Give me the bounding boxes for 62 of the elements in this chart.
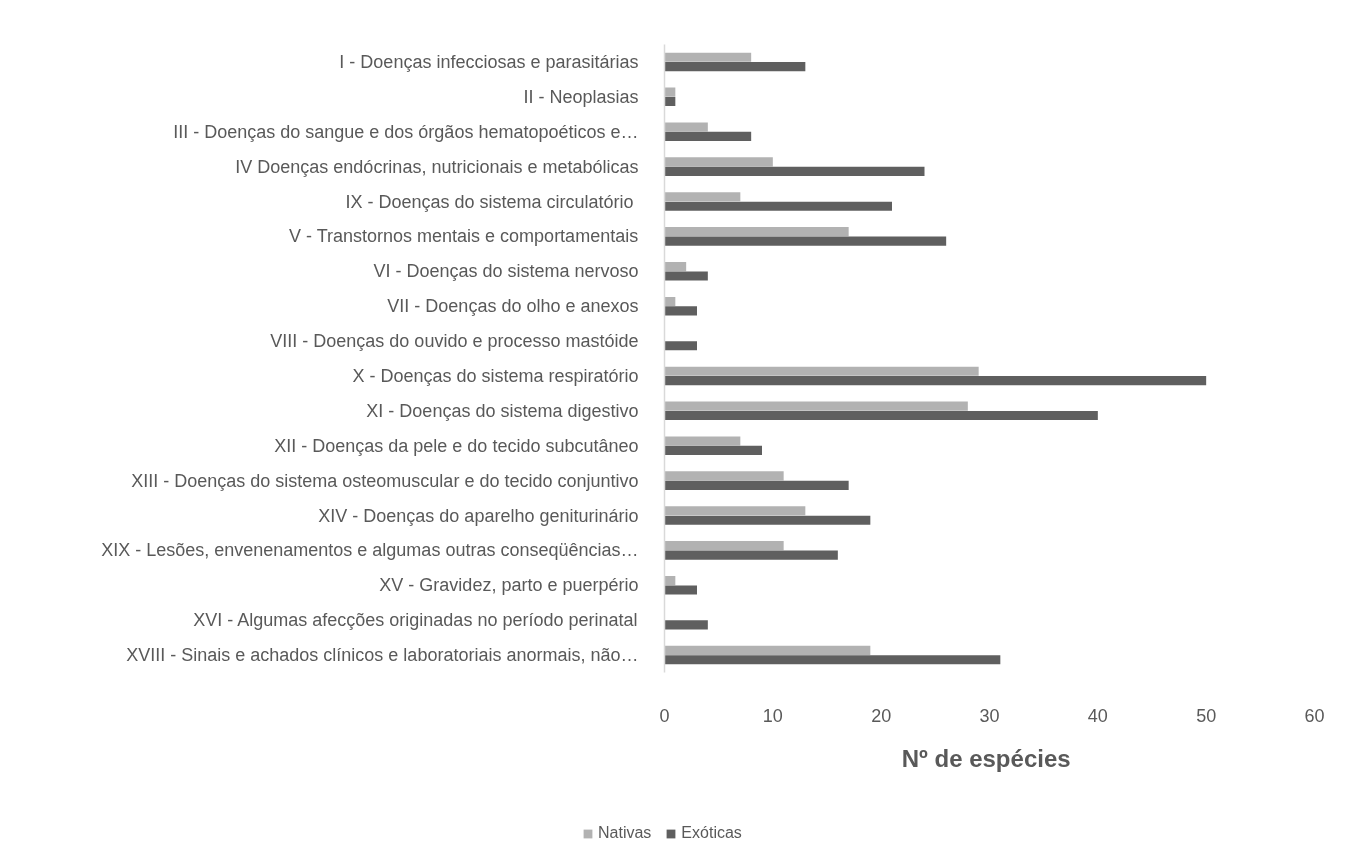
bar	[664, 236, 947, 246]
bar	[664, 366, 979, 376]
bar	[664, 585, 697, 595]
y-tick-label: II - Neoplasias	[523, 86, 639, 107]
x-axis-title: Nº de espécies	[901, 744, 1071, 772]
bar	[664, 480, 849, 490]
bar	[664, 166, 925, 176]
bar	[664, 576, 676, 586]
y-tick-label: XIX - Lesões, envenenamentos e algumas outras conseqüências…	[101, 540, 639, 561]
y-tick-label: IV Doenças endócrinas, nutricionais e metabólicas	[235, 156, 639, 177]
y-tick-label: XIII - Doenças do sistema osteomuscular e do tecido conjuntivo	[131, 470, 639, 491]
y-tick-label: V - Transtornos mentais e comportamentais	[289, 226, 639, 247]
bar	[664, 445, 762, 455]
bar	[664, 306, 697, 316]
bar	[664, 376, 1207, 386]
bar	[664, 436, 741, 446]
x-tick-label: 20	[871, 705, 892, 726]
bar	[664, 506, 806, 516]
y-tick-label: VI - Doenças do sistema nervoso	[373, 261, 639, 282]
bar	[664, 157, 773, 167]
bar	[664, 96, 676, 107]
bar	[664, 401, 968, 411]
bar	[664, 541, 784, 551]
y-tick-label: VIII - Doenças do ouvido e processo mastóide	[270, 331, 639, 352]
bar	[664, 296, 676, 307]
y-tick-label: XVIII - Sinais e achados clínicos e laboratoriais anormais, não…	[126, 645, 639, 666]
y-tick-label: XV - Gravidez, parto e puerpério	[379, 575, 639, 596]
bar	[664, 655, 1001, 665]
bar	[664, 52, 752, 62]
bar	[664, 471, 784, 481]
y-tick-label: III - Doenças do sangue e dos órgãos hematopoéticos e…	[173, 121, 639, 142]
bar	[664, 201, 892, 211]
bar	[664, 87, 676, 97]
legend-label: Exóticas	[681, 824, 742, 842]
x-tick-label: 40	[1087, 705, 1108, 726]
x-tick-label: 10	[762, 705, 783, 726]
x-tick-label: 60	[1304, 705, 1325, 726]
x-tick-label: 30	[979, 705, 1000, 726]
y-tick-label: IX - Doenças do sistema circulatório	[345, 191, 634, 212]
y-tick-label: XII - Doenças da pele e do tecido subcutâneo	[274, 435, 639, 456]
x-tick-label: 50	[1196, 705, 1217, 726]
y-tick-label: XI - Doenças do sistema digestivo	[366, 400, 639, 421]
bar	[664, 227, 849, 237]
y-tick-label: XVI - Algumas afecções originadas no período perinatal	[193, 610, 638, 631]
y-tick-label: X - Doenças do sistema respiratório	[352, 365, 639, 386]
bar	[664, 192, 741, 202]
y-tick-label: VII - Doenças do olho e anexos	[387, 296, 639, 317]
bar	[664, 645, 871, 655]
bar	[664, 62, 806, 72]
legend-label: Nativas	[598, 824, 652, 842]
bar	[664, 262, 687, 272]
bar	[664, 620, 708, 630]
y-tick-label: I - Doenças infecciosas e parasitárias	[339, 51, 639, 72]
y-tick-label: XIV - Doenças do aparelho geniturinário	[318, 505, 639, 526]
bar	[664, 410, 1098, 421]
bar	[664, 122, 708, 132]
bar	[664, 341, 697, 351]
bar	[664, 515, 871, 525]
bar	[664, 271, 708, 281]
x-tick-label: 0	[659, 705, 670, 726]
bar	[664, 131, 752, 141]
bar	[664, 550, 838, 560]
